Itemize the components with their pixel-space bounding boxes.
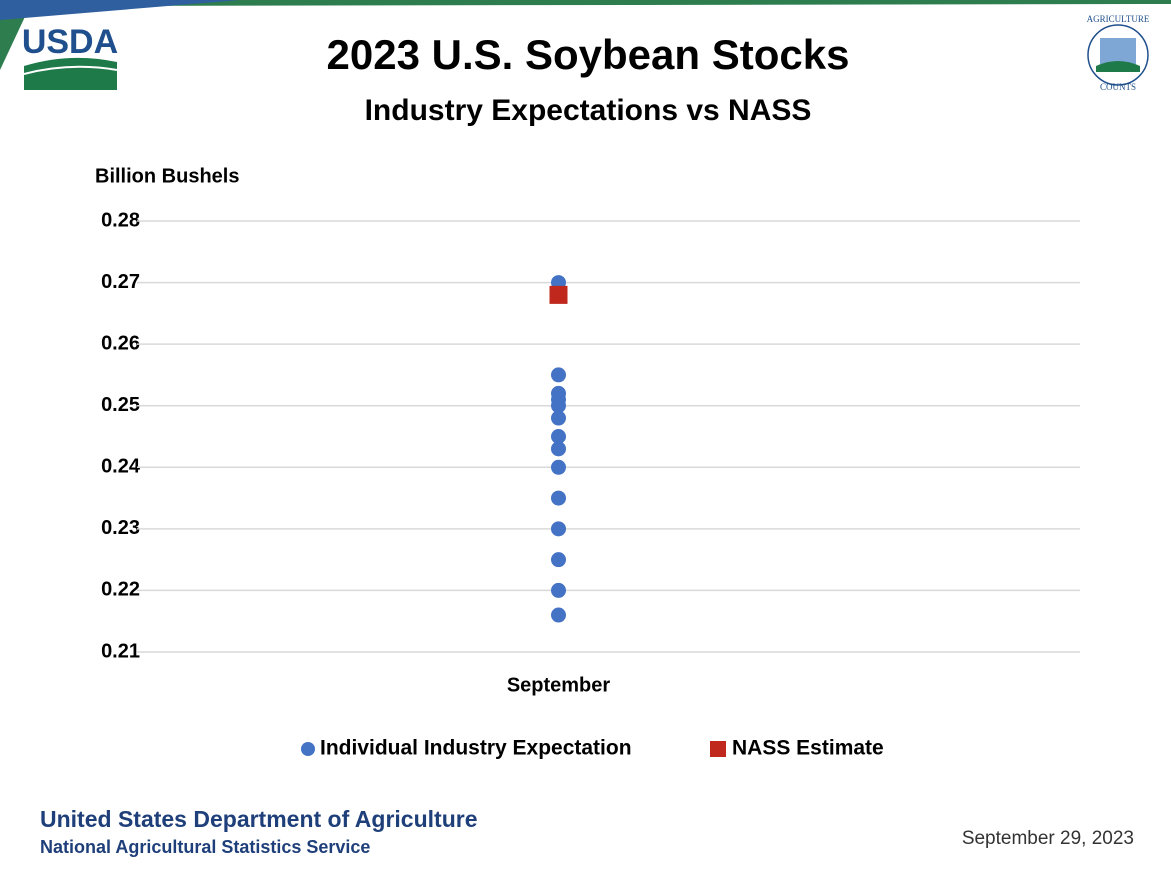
dot-marker — [551, 410, 566, 426]
usda-logo-field — [24, 57, 117, 90]
ag-logo-bars — [1100, 38, 1136, 64]
dot-marker — [551, 490, 566, 506]
y-tick-label: 0.25 — [101, 394, 140, 416]
y-tick-label: 0.28 — [101, 209, 140, 231]
dot-marker — [551, 607, 566, 623]
y-tick-label: 0.27 — [101, 271, 140, 293]
dot-marker — [551, 441, 566, 457]
legend-label: NASS Estimate — [732, 737, 884, 760]
footer-agency: National Agricultural Statistics Service — [40, 837, 370, 857]
y-tick-label: 0.22 — [101, 579, 140, 601]
footer-date: September 29, 2023 — [962, 828, 1134, 849]
square-marker — [549, 285, 568, 304]
legend-swatch — [301, 742, 315, 756]
chart-subtitle: Industry Expectations vs NASS — [365, 94, 812, 127]
usda-logo-line — [23, 65, 118, 75]
y-tick-label: 0.26 — [101, 332, 140, 354]
dot-marker — [551, 429, 566, 444]
usda-logo-text: USDA — [22, 23, 118, 61]
top-band-blue — [0, 0, 240, 20]
ag-counts-logo: AGRICULTURE COUNTS — [1087, 14, 1150, 92]
ag-logo-bottom: COUNTS — [1100, 82, 1136, 92]
x-tick-label: September — [507, 674, 611, 696]
legend-label: Individual Industry Expectation — [320, 737, 632, 760]
usda-logo: USDA — [22, 23, 118, 90]
footer-org: United States Department of Agriculture — [40, 806, 477, 832]
dot-marker — [551, 459, 566, 475]
dot-marker — [551, 521, 566, 537]
dot-marker — [551, 398, 566, 414]
y-tick-label: 0.21 — [101, 640, 140, 662]
legend-swatch — [710, 741, 726, 757]
dot-marker — [551, 367, 566, 383]
dot-marker — [551, 582, 566, 598]
y-tick-label: 0.24 — [101, 456, 141, 478]
y-tick-label: 0.23 — [101, 517, 140, 539]
chart-title: 2023 U.S. Soybean Stocks — [327, 31, 850, 78]
ag-logo-field — [1096, 61, 1140, 72]
ag-logo-top: AGRICULTURE — [1087, 14, 1150, 24]
y-axis-label: Billion Bushels — [95, 165, 239, 187]
dot-marker — [551, 552, 566, 568]
